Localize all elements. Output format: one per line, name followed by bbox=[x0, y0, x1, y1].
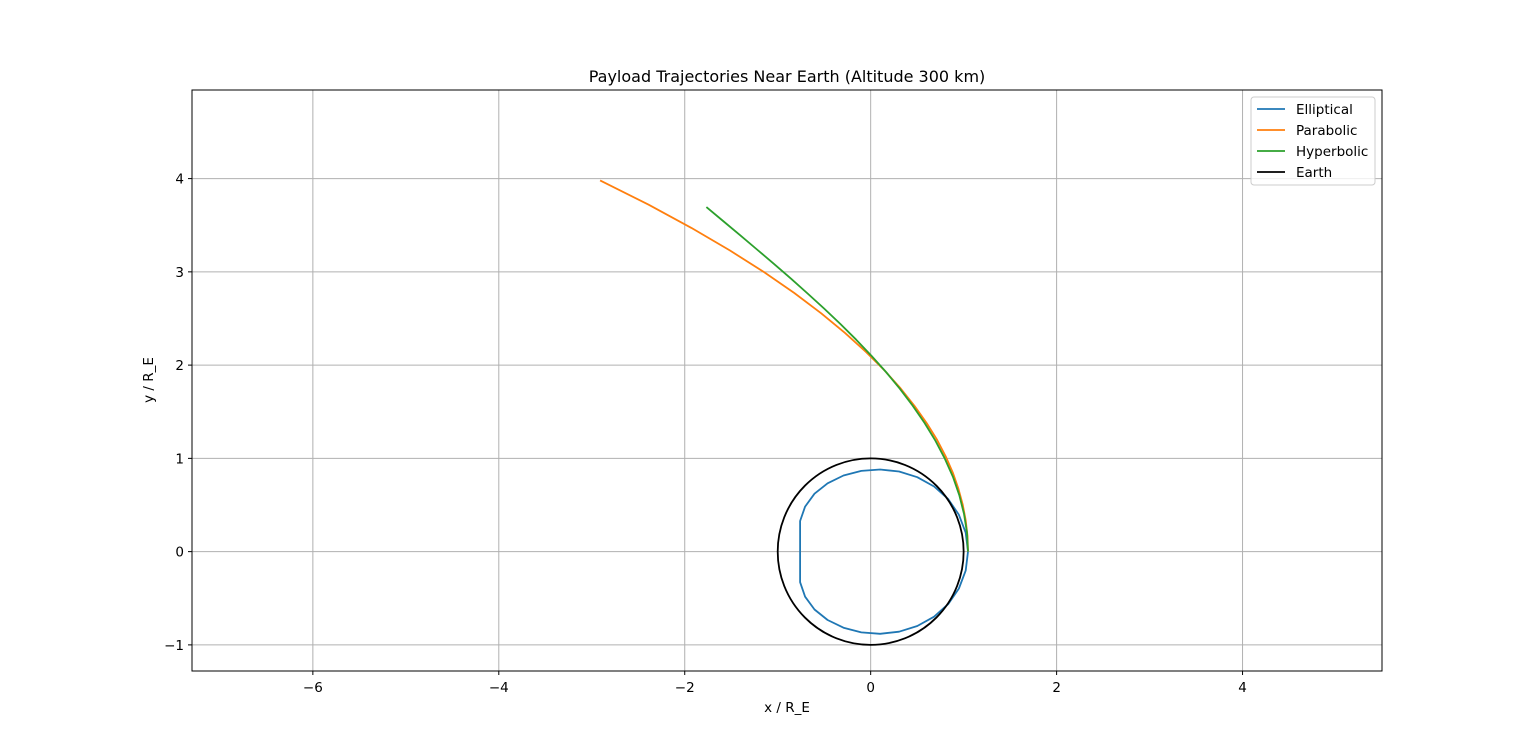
plot-frame bbox=[191, 89, 1383, 672]
plot-series bbox=[599, 179, 969, 646]
y-tick-label: 4 bbox=[175, 172, 184, 188]
hyperbolic-trajectory-line bbox=[705, 206, 969, 552]
legend: Elliptical Parabolic Hyperbolic Earth bbox=[1250, 96, 1376, 186]
x-axis-label: x / R_E bbox=[764, 700, 810, 716]
legend-box bbox=[1250, 96, 1376, 186]
legend-label-elliptical: Elliptical bbox=[1296, 102, 1353, 118]
x-tick-label: −4 bbox=[489, 680, 509, 696]
x-tick-label: 0 bbox=[866, 680, 875, 696]
y-tick-label: 3 bbox=[175, 265, 184, 281]
y-tick-label: −1 bbox=[164, 638, 184, 654]
legend-label-earth: Earth bbox=[1296, 165, 1332, 181]
legend-label-hyperbolic: Hyperbolic bbox=[1296, 144, 1368, 160]
y-ticks: −1 0 1 2 3 4 bbox=[164, 172, 192, 654]
chart-title: Payload Trajectories Near Earth (Altitud… bbox=[589, 67, 986, 86]
y-tick-label: 0 bbox=[175, 545, 184, 561]
x-ticks: −6 −4 −2 0 2 4 bbox=[303, 671, 1247, 696]
elliptical-trajectory-line bbox=[799, 468, 969, 635]
legend-label-parabolic: Parabolic bbox=[1296, 123, 1357, 139]
earth-circle bbox=[776, 457, 965, 646]
x-tick-label: 4 bbox=[1238, 680, 1247, 696]
x-tick-label: 2 bbox=[1052, 680, 1061, 696]
y-tick-label: 2 bbox=[175, 358, 184, 374]
y-tick-label: 1 bbox=[175, 451, 184, 467]
parabolic-trajectory-line bbox=[599, 179, 969, 552]
x-tick-label: −6 bbox=[303, 680, 323, 696]
grid-lines bbox=[192, 90, 1382, 671]
y-axis-label: y / R_E bbox=[141, 357, 157, 403]
x-tick-label: −2 bbox=[675, 680, 695, 696]
